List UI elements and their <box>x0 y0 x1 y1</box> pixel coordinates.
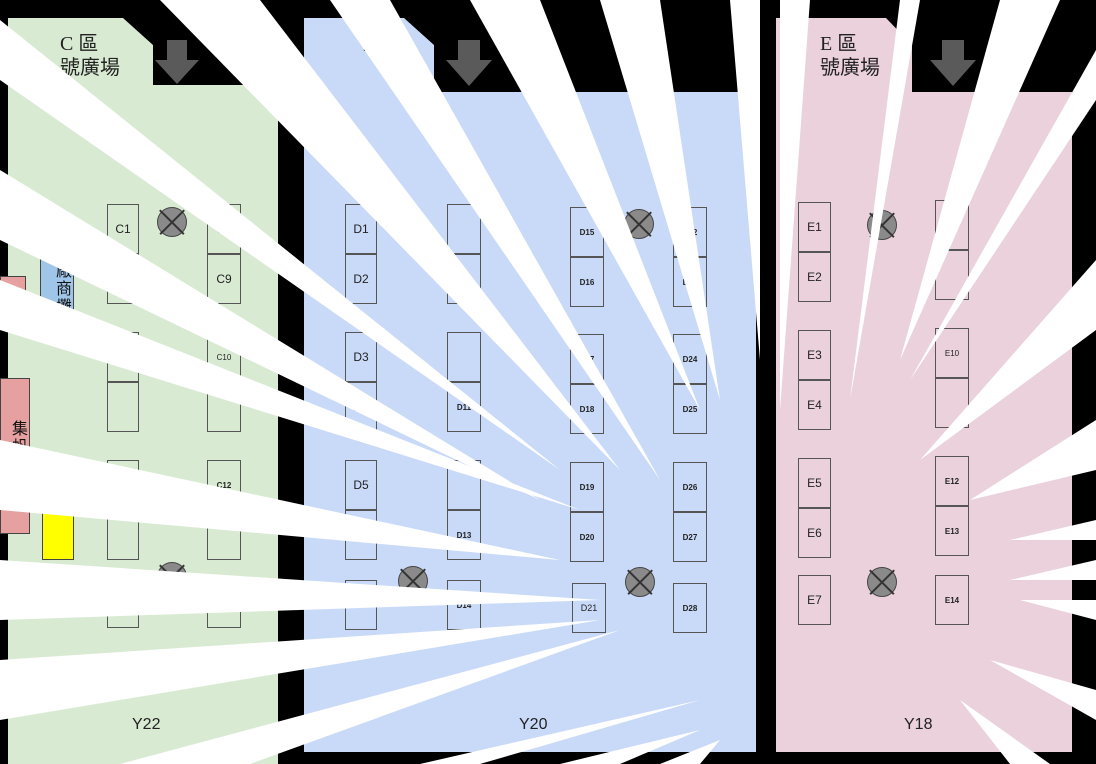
booth-d27[interactable]: D27 <box>673 512 707 562</box>
booth-d28[interactable]: D28 <box>673 583 707 633</box>
road-y22: Y22 <box>132 716 161 733</box>
zone-c-title: C 區 <box>60 33 99 55</box>
booth-d21[interactable]: D21 <box>572 583 606 633</box>
zone-e-subtitle: 號廣場 <box>820 57 880 79</box>
booth-e1[interactable]: E1 <box>798 202 831 252</box>
burst-ray <box>0 620 600 720</box>
booth-d10[interactable] <box>447 332 481 382</box>
pillar-d-3 <box>625 567 655 597</box>
road-y20: Y20 <box>519 716 548 733</box>
burst-ray <box>0 560 600 620</box>
burst-ray <box>730 0 760 360</box>
booth-d26[interactable]: D26 <box>673 462 707 512</box>
burst-ray <box>0 280 580 510</box>
burst-ray <box>560 730 700 764</box>
booth-e2[interactable]: E2 <box>798 252 831 302</box>
burst-ray <box>330 0 660 480</box>
booth-d20[interactable]: D20 <box>570 512 604 562</box>
road-y18: Y18 <box>904 716 933 733</box>
booth-e7[interactable]: E7 <box>798 575 831 625</box>
zone-c-subtitle: 號廣場 <box>60 57 120 79</box>
burst-ray <box>660 740 720 764</box>
zone-e-shape <box>776 18 1072 752</box>
booth-d19[interactable]: D19 <box>570 462 604 512</box>
booth-e13[interactable]: E13 <box>935 506 969 556</box>
booth-d8[interactable] <box>447 204 481 254</box>
burst-ray <box>120 630 620 764</box>
booth-d5[interactable]: D5 <box>345 460 377 510</box>
burst-ray <box>910 50 1096 380</box>
burst-ray <box>1010 520 1096 540</box>
zone-e <box>776 0 1072 764</box>
burst-ray <box>0 170 540 500</box>
zone-e-arrow <box>930 40 976 91</box>
burst-ray <box>160 0 620 470</box>
booth-e10[interactable]: E10 <box>935 328 969 378</box>
pillar-c-1 <box>157 207 187 237</box>
booth-d13[interactable]: D13 <box>447 510 481 560</box>
booth-d2[interactable]: D2 <box>345 254 377 304</box>
booth-e3[interactable]: E3 <box>798 330 831 380</box>
zone-c-arrow <box>155 40 199 89</box>
burst-ray <box>780 0 810 410</box>
booth-e14[interactable]: E14 <box>935 575 969 625</box>
booth-e12[interactable]: E12 <box>935 456 969 506</box>
booth-d3[interactable]: D3 <box>345 332 377 382</box>
burst-ray <box>990 660 1096 720</box>
booth-c-left-4[interactable] <box>107 382 139 432</box>
burst-ray <box>900 0 1060 360</box>
burst-ray <box>920 260 1096 460</box>
burst-ray <box>1020 600 1096 620</box>
booth-e6[interactable]: E6 <box>798 508 831 558</box>
burst-ray <box>470 0 700 410</box>
booth-e4[interactable]: E4 <box>798 380 831 430</box>
burst-ray <box>0 440 560 560</box>
burst-ray <box>1010 560 1096 580</box>
burst-ray <box>970 420 1096 500</box>
burst-ray <box>420 700 700 764</box>
burst-ray <box>850 0 920 400</box>
zone-d-arrow <box>446 40 492 91</box>
booth-d16[interactable]: D16 <box>570 257 604 307</box>
zone-e-title: E 區 <box>820 33 858 55</box>
burst-ray <box>0 20 560 470</box>
burst-ray <box>960 700 1050 764</box>
burst-ray <box>600 0 720 400</box>
booth-e5[interactable]: E5 <box>798 458 831 508</box>
booth-c9[interactable]: C9 <box>207 254 241 304</box>
pillar-e-2 <box>867 567 897 597</box>
